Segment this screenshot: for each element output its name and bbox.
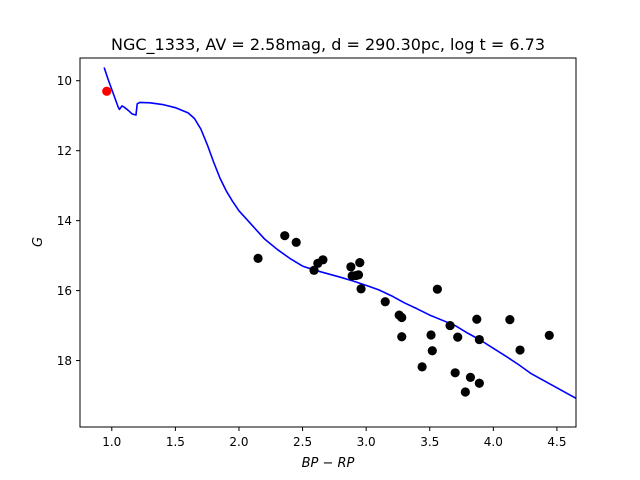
x-axis: 1.0 1.5 2.0 2.5 3.0 3.5 4.0 4.5 (102, 427, 566, 449)
member-point (397, 312, 407, 323)
x-tick-label: 1.0 (102, 435, 121, 449)
member-point (355, 258, 365, 268)
member-point (474, 334, 484, 345)
member-point (544, 330, 554, 340)
isochrone-layer (103, 67, 576, 400)
member-point (515, 345, 525, 355)
member-point (427, 346, 437, 356)
member-point (353, 270, 364, 280)
y-tick-label: 14 (57, 214, 72, 228)
plot-background (80, 58, 576, 427)
member-point (309, 265, 319, 275)
member-point (472, 314, 482, 324)
y-tick-label: 16 (57, 284, 72, 298)
member-point (356, 284, 366, 294)
member-point (432, 284, 442, 294)
x-tick-label: 3.0 (357, 435, 376, 449)
member-point (397, 332, 407, 342)
isochrone-line (103, 67, 576, 400)
member-point (417, 362, 427, 372)
highlight-point (102, 86, 112, 96)
member-point (291, 237, 301, 247)
x-tick-label: 4.0 (484, 435, 503, 449)
member-point (460, 387, 470, 397)
x-tick-label: 1.5 (166, 435, 185, 449)
member-point (426, 330, 436, 340)
member-point (474, 378, 484, 388)
y-axis: 10 12 14 16 18 (57, 74, 80, 368)
x-tick-label: 3.5 (420, 435, 439, 449)
y-tick-label: 10 (57, 74, 72, 88)
x-tick-label: 2.0 (229, 435, 248, 449)
member-point (453, 332, 463, 342)
x-tick-label: 2.5 (293, 435, 312, 449)
member-point (450, 368, 460, 378)
member-point (445, 320, 455, 331)
member-point (380, 297, 390, 307)
member-point (465, 372, 476, 382)
y-tick-label: 18 (57, 354, 72, 368)
x-axis-label: BP − RP (302, 456, 355, 471)
chart-title: NGC_1333, AV = 2.58mag, d = 290.30pc, lo… (111, 35, 545, 55)
member-point (253, 253, 263, 264)
y-axis-label: G (31, 237, 46, 247)
member-point (505, 315, 515, 325)
x-tick-label: 4.5 (547, 435, 566, 449)
points-layer (102, 86, 554, 397)
plot-frame (79, 57, 577, 428)
y-tick-label: 12 (57, 144, 72, 158)
member-point (280, 231, 290, 241)
member-point (346, 262, 356, 272)
member-point (318, 255, 328, 265)
